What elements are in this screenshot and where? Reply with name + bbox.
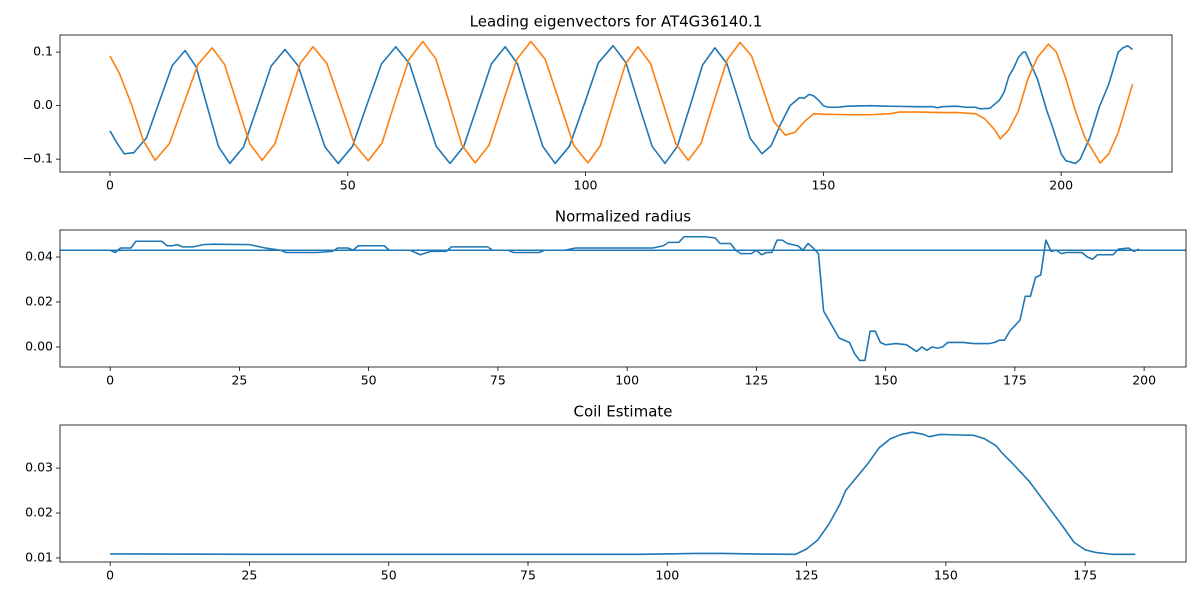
x-tick-label: 25 xyxy=(241,568,257,583)
x-tick-label: 75 xyxy=(520,568,536,583)
x-tick-label: 100 xyxy=(574,178,598,193)
y-tick-label: 0.03 xyxy=(25,460,53,475)
x-tick-label: 100 xyxy=(615,373,639,388)
x-tick-label: 125 xyxy=(795,568,819,583)
x-tick-label: 150 xyxy=(934,568,958,583)
chart-title: Leading eigenvectors for AT4G36140.1 xyxy=(470,13,763,31)
data-line xyxy=(109,44,1134,165)
x-tick-label: 25 xyxy=(231,373,247,388)
x-tick-label: 50 xyxy=(381,568,397,583)
y-tick-label: 0.1 xyxy=(33,44,53,59)
y-tick-label: 0.02 xyxy=(25,293,53,308)
y-tick-label: 0.04 xyxy=(25,248,53,263)
x-tick-label: 100 xyxy=(655,568,679,583)
x-tick-label: 75 xyxy=(490,373,506,388)
data-line xyxy=(110,431,1136,556)
y-tick-label: 0.02 xyxy=(25,505,53,520)
x-tick-label: 0 xyxy=(106,373,114,388)
y-tick-label: 0.00 xyxy=(25,338,53,353)
data-line xyxy=(109,235,1140,362)
chart-title: Normalized radius xyxy=(555,208,691,226)
x-tick-label: 150 xyxy=(874,373,898,388)
x-tick-label: 125 xyxy=(744,373,768,388)
axes-frame xyxy=(59,424,1187,563)
data-line xyxy=(109,40,1134,164)
x-tick-label: 175 xyxy=(1003,373,1027,388)
y-tick-label: 0.0 xyxy=(33,97,53,112)
x-tick-label: 175 xyxy=(1073,568,1097,583)
axes-frame xyxy=(59,34,1173,173)
y-tick-label: −0.1 xyxy=(23,151,53,166)
y-tick-label: 0.01 xyxy=(25,549,53,564)
x-tick-label: 0 xyxy=(106,568,114,583)
x-tick-label: 50 xyxy=(340,178,356,193)
x-tick-label: 50 xyxy=(361,373,377,388)
axes-frame xyxy=(59,229,1187,368)
chart-title: Coil Estimate xyxy=(573,403,672,421)
x-tick-label: 150 xyxy=(811,178,835,193)
x-tick-label: 200 xyxy=(1049,178,1073,193)
x-tick-label: 0 xyxy=(106,178,114,193)
x-tick-label: 200 xyxy=(1132,373,1156,388)
